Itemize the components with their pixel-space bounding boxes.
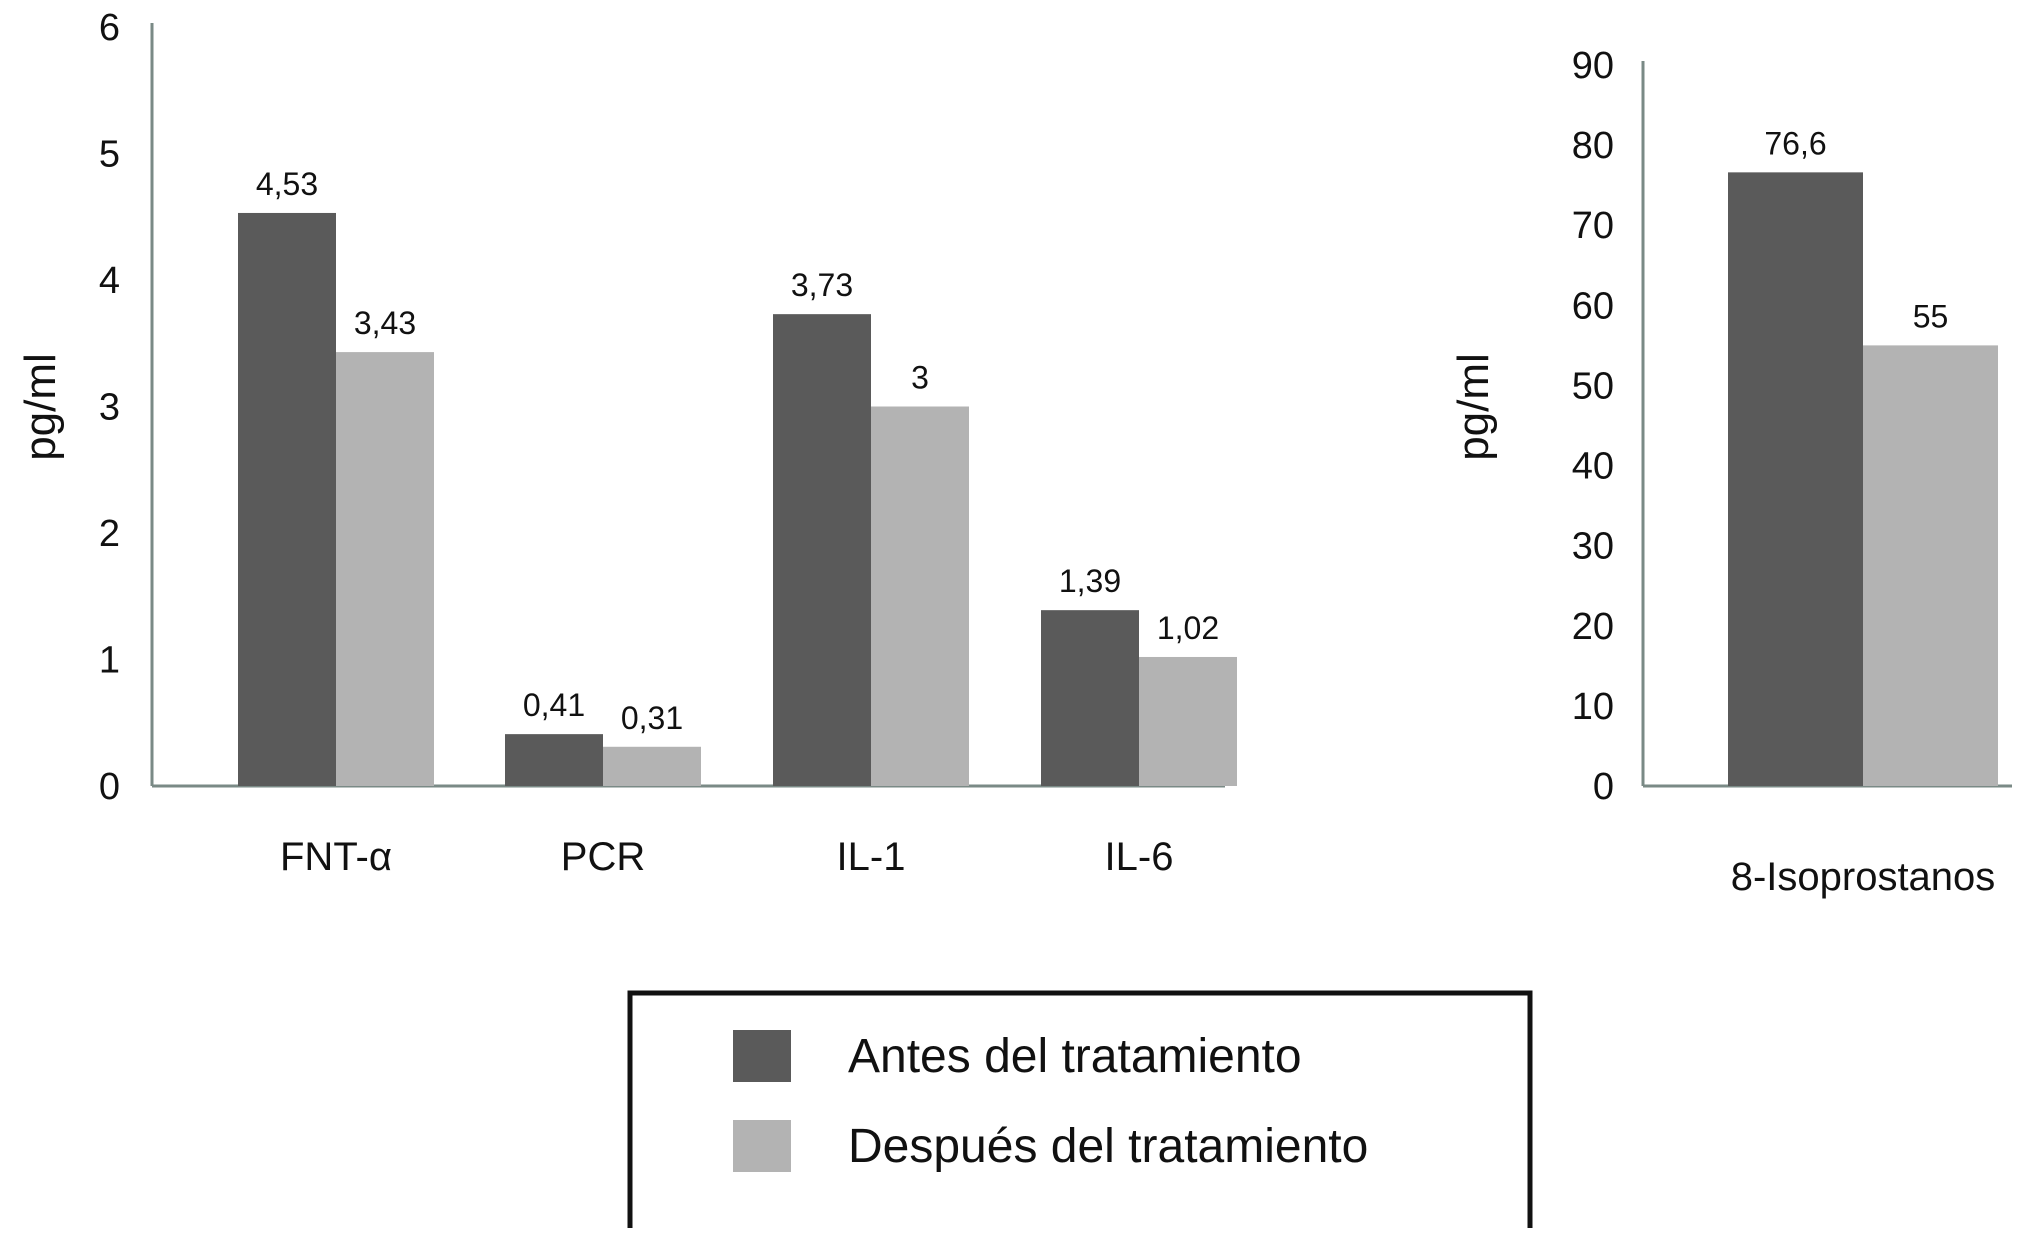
right-y-tick-label: 20	[1572, 606, 1614, 648]
left-bar-chart: 0 1 2 3 4 5 6 pg/ml 4,53 3,43 FNT-α 0,41 0,31 PCR 3,73…	[16, 7, 1237, 879]
right-y-tick-label: 90	[1572, 45, 1614, 87]
right-y-tick-label: 40	[1572, 446, 1614, 488]
left-data-label: 3	[911, 360, 929, 396]
legend-box	[627, 990, 1533, 1233]
left-y-tick-label: 0	[99, 766, 120, 808]
left-bar-after	[336, 352, 434, 786]
right-bar-chart: 0 10 20 30 40 50 60 70 80 90 pg/ml 76,6 55 8-Isoprost…	[1449, 45, 2012, 899]
left-category-label: IL-6	[1105, 835, 1174, 879]
right-y-tick-label: 0	[1593, 766, 1614, 808]
left-category-label: IL-1	[837, 835, 906, 879]
left-bar-after	[871, 406, 969, 786]
right-bar-before	[1728, 172, 1863, 787]
right-data-label: 55	[1913, 298, 1949, 334]
left-y-tick-label: 2	[99, 513, 120, 555]
left-bar-after	[1139, 656, 1237, 786]
right-bar-after	[1863, 345, 1998, 786]
left-bar-before	[1041, 610, 1139, 786]
left-data-label: 0,31	[621, 700, 683, 736]
left-bar-before	[505, 734, 603, 786]
legend-label-before: Antes del tratamiento	[848, 1030, 1302, 1083]
right-y-tick-label: 30	[1572, 526, 1614, 568]
right-y-axis-label: pg/ml	[1449, 353, 1498, 461]
left-bar-before	[773, 314, 871, 786]
left-y-tick-label: 1	[99, 640, 120, 682]
left-data-label: 3,73	[791, 267, 853, 303]
left-y-axis-label: pg/ml	[16, 353, 65, 461]
left-y-tick-label: 6	[99, 7, 120, 49]
legend: Antes del tratamiento Después del tratam…	[627, 990, 1533, 1233]
legend-swatch-before	[733, 1030, 791, 1082]
right-y-tick-label: 10	[1572, 686, 1614, 728]
left-data-label: 1,39	[1059, 563, 1121, 599]
right-y-tick-label: 60	[1572, 285, 1614, 327]
right-y-tick-label: 70	[1572, 205, 1614, 247]
right-category-label: 8-Isoprostanos	[1731, 855, 1996, 899]
left-y-tick-label: 5	[99, 134, 120, 176]
right-y-tick-label: 50	[1572, 365, 1614, 407]
left-data-label: 3,43	[354, 305, 416, 341]
left-category-label: PCR	[561, 835, 645, 879]
right-y-tick-label: 80	[1572, 125, 1614, 167]
left-y-tick-label: 4	[99, 260, 120, 302]
legend-label-after: Después del tratamiento	[848, 1120, 1368, 1173]
left-category-label: FNT-α	[280, 835, 392, 879]
left-bar-before	[238, 212, 336, 786]
right-data-label: 76,6	[1764, 125, 1826, 161]
left-data-label: 4,53	[256, 166, 318, 202]
left-data-label: 1,02	[1157, 610, 1219, 646]
left-data-label: 0,41	[523, 687, 585, 723]
legend-swatch-after	[733, 1120, 791, 1172]
left-bar-after	[603, 746, 701, 786]
left-y-tick-label: 3	[99, 387, 120, 429]
